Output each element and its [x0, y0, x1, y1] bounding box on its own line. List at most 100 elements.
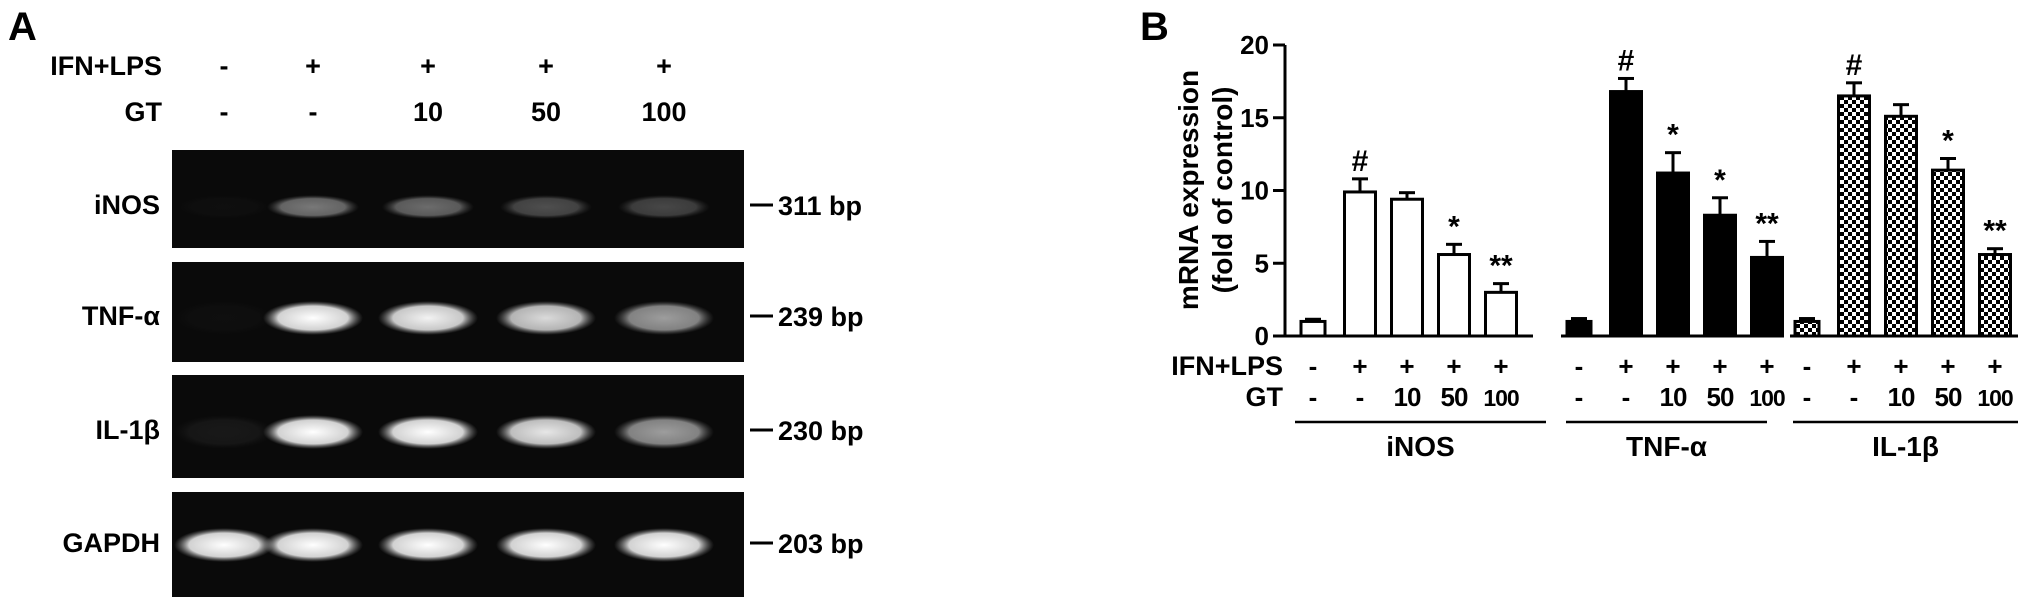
- bar-0-4: [1484, 290, 1518, 338]
- bar-2-4: [1978, 253, 2012, 338]
- ifn-sign: +: [1618, 351, 1633, 381]
- bar-0-2: [1390, 197, 1424, 338]
- significance-mark: *: [1448, 210, 1460, 243]
- ifn-sign: +: [420, 51, 436, 81]
- gel-band: [174, 528, 274, 562]
- bar-0-1: [1343, 190, 1377, 338]
- bar-1-2: [1656, 171, 1690, 338]
- significance-mark: #: [1846, 49, 1863, 82]
- bar-chart-panel: B 0 5 10 15 20 mRNA expression (fold of control…: [1140, 5, 2018, 462]
- ifn-sign: +: [538, 51, 554, 81]
- significance-mark: **: [1983, 215, 2007, 248]
- y-axis-label-line1: mRNA expression: [1173, 70, 1204, 310]
- ifn-sign: -: [1803, 351, 1812, 381]
- gel-band: [178, 195, 270, 219]
- gel-band: [174, 301, 274, 335]
- group-label: IL-1β: [1872, 431, 1939, 462]
- size-label: 311 bp: [778, 191, 862, 221]
- ifn-lps-label: IFN+LPS: [50, 51, 162, 81]
- gel-band: [614, 528, 714, 562]
- gt-value: -: [309, 97, 318, 127]
- ifn-sign: -: [1575, 351, 1584, 381]
- gt-value: 100: [1977, 385, 2013, 411]
- y-tick-label: 15: [1240, 103, 1269, 133]
- y-tick-label: 5: [1255, 248, 1269, 278]
- y-axis-label-line2: (fold of control): [1207, 87, 1238, 294]
- ifn-sign: +: [1665, 351, 1680, 381]
- bar-2-0: [1793, 319, 1821, 338]
- gel-band: [618, 195, 710, 219]
- gel-band: [496, 301, 596, 335]
- ifn-sign: +: [305, 51, 321, 81]
- gel-band: [263, 301, 363, 335]
- panel-label: A: [8, 5, 37, 49]
- row-label: IL-1β: [96, 415, 160, 445]
- bar-2-3: [1931, 168, 1965, 338]
- gt-value: 10: [1394, 382, 1421, 412]
- significance-mark: *: [1714, 164, 1726, 197]
- ifn-lps-row-label: IFN+LPS: [1171, 351, 1283, 381]
- gel-band: [614, 301, 714, 335]
- size-label: 230 bp: [778, 416, 864, 446]
- gt-value: 10: [1888, 382, 1915, 412]
- gt-value: 50: [1441, 382, 1468, 412]
- ifn-sign: -: [1309, 351, 1318, 381]
- y-tick-label: 10: [1240, 176, 1269, 206]
- group-label: TNF-α: [1626, 431, 1707, 462]
- ifn-sign: +: [1493, 351, 1508, 381]
- significance-mark: #: [1352, 145, 1369, 178]
- ifn-sign: +: [1446, 351, 1461, 381]
- gel-band: [378, 528, 478, 562]
- gel-band: [496, 415, 596, 449]
- gt-value: 100: [1483, 385, 1519, 411]
- gel-band: [267, 195, 359, 219]
- gt-value: -: [220, 97, 229, 127]
- ifn-sign: +: [656, 51, 672, 81]
- ifn-sign: +: [1352, 351, 1367, 381]
- y-tick-label: 20: [1240, 30, 1269, 60]
- significance-mark: *: [1667, 119, 1679, 152]
- bar-1-4: [1750, 255, 1784, 338]
- gt-value: 10: [1660, 382, 1687, 412]
- gt-value: 10: [413, 97, 443, 127]
- row-label: iNOS: [94, 190, 160, 220]
- panel-label: B: [1140, 5, 1169, 49]
- bar-1-1: [1609, 90, 1643, 338]
- gt-value: 100: [1749, 385, 1785, 411]
- gt-value: 50: [1935, 382, 1962, 412]
- bar-0-3: [1437, 253, 1471, 338]
- ifn-sign: +: [1940, 351, 1955, 381]
- ifn-sign: +: [1987, 351, 2002, 381]
- bar-2-2: [1884, 114, 1918, 338]
- group-label: iNOS: [1386, 431, 1454, 462]
- gt-value: -: [1850, 382, 1859, 412]
- gt-value: -: [1622, 382, 1631, 412]
- y-tick-label: 0: [1255, 321, 1269, 351]
- significance-mark: **: [1755, 207, 1779, 240]
- row-label: TNF-α: [82, 301, 160, 331]
- gel-band: [382, 195, 474, 219]
- ifn-sign: +: [1893, 351, 1908, 381]
- gt-label: GT: [125, 97, 163, 127]
- bar-1-0: [1565, 319, 1593, 338]
- gt-value: 100: [641, 97, 686, 127]
- gel-band: [500, 195, 592, 219]
- gt-row-label: GT: [1246, 382, 1284, 412]
- gt-value: -: [1575, 382, 1584, 412]
- significance-mark: #: [1618, 44, 1635, 77]
- row-label: GAPDH: [62, 528, 160, 558]
- gel-band: [614, 415, 714, 449]
- size-label: 203 bp: [778, 529, 864, 559]
- gel-band: [378, 415, 478, 449]
- gt-value: 50: [1707, 382, 1734, 412]
- gel-band: [378, 301, 478, 335]
- ifn-sign: +: [1759, 351, 1774, 381]
- size-label: 239 bp: [778, 302, 864, 332]
- gel-band: [263, 415, 363, 449]
- significance-mark: *: [1942, 124, 1954, 157]
- gel-band: [174, 415, 274, 449]
- gt-value: -: [1803, 382, 1812, 412]
- gt-value: -: [1309, 382, 1318, 412]
- ifn-sign: +: [1846, 351, 1861, 381]
- gel-band: [496, 528, 596, 562]
